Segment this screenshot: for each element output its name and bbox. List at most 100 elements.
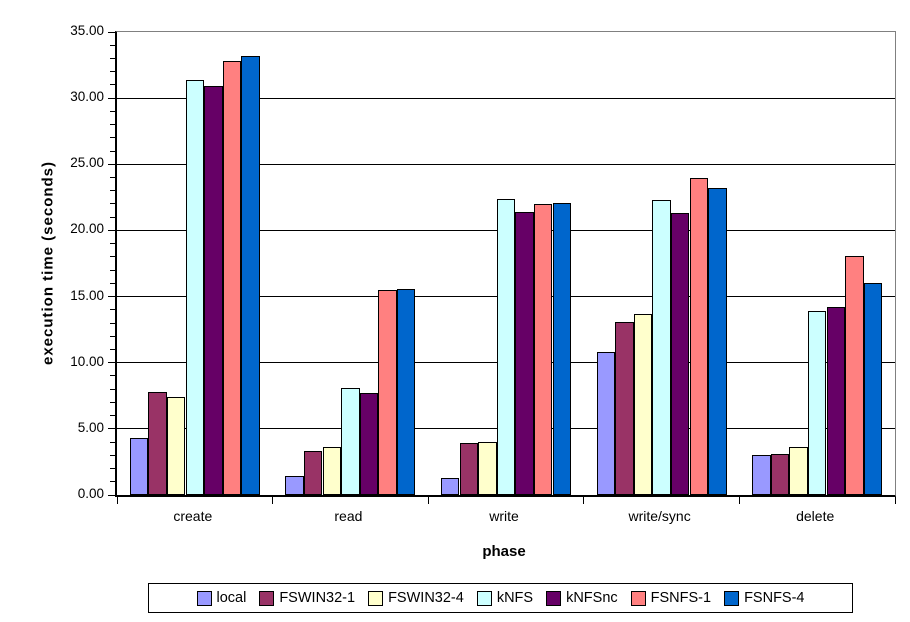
y-major-tick-15	[108, 296, 115, 298]
y-major-tick-25	[108, 163, 115, 165]
y-major-tick-10	[108, 362, 115, 364]
bar-FSWIN32-1-write/sync	[615, 321, 634, 495]
legend-label-FSNFS-4: FSNFS-4	[744, 590, 805, 606]
legend-label-kNFS: kNFS	[496, 590, 534, 606]
y-tick-label-20.00: 20.00	[70, 221, 104, 237]
legend-swatch-icon-FSNFS-1	[630, 590, 646, 606]
y-minor-tick-31	[110, 84, 115, 86]
bar-local-write	[440, 477, 460, 495]
legend-label-FSWIN32-4: FSWIN32-4	[388, 590, 464, 606]
legend-label-FSNFS-1: FSNFS-1	[650, 590, 712, 606]
x-boundary-tick-5	[894, 497, 896, 504]
legend-item-kNFSnc: kNFSnc	[546, 590, 618, 606]
bar-FSNFS-4-create	[241, 55, 260, 495]
bar-FSWIN32-4-write/sync	[633, 313, 653, 495]
legend-swatch-icon-FSWIN32-1	[259, 590, 275, 606]
y-tick-label-35.00: 35.00	[70, 23, 104, 38]
y-major-tick-30	[108, 97, 115, 99]
legend-label-FSWIN32-1: FSWIN32-1	[279, 590, 356, 606]
x-boundary-tick-0	[116, 497, 118, 504]
legend-swatch-icon-FSWIN32-4	[368, 590, 384, 606]
y-minor-tick-17	[110, 269, 115, 271]
legend-item-FSWIN32-4: FSWIN32-4	[368, 590, 464, 606]
y-tick-label-5.00: 5.00	[77, 419, 104, 435]
bar-FSWIN32-4-delete	[789, 447, 808, 495]
y-minor-tick-18	[110, 256, 115, 258]
bar-FSWIN32-4-read	[322, 447, 342, 495]
x-axis-title: phase	[482, 543, 526, 560]
bar-local-create	[129, 438, 149, 495]
legend-item-kNFS: kNFS	[476, 590, 534, 606]
y-minor-tick-12	[110, 335, 115, 337]
bar-FSWIN32-4-create	[166, 397, 186, 495]
legend-swatch-icon-kNFSnc	[546, 590, 562, 606]
legend-swatch-icon-local	[196, 590, 212, 606]
y-major-tick-0	[108, 494, 115, 496]
y-minor-tick-28	[110, 124, 115, 126]
y-minor-tick-16	[110, 282, 115, 284]
bar-kNFSnc-write/sync	[670, 213, 690, 495]
bar-kNFS-create	[185, 79, 205, 495]
bar-local-read	[285, 476, 304, 495]
y-minor-tick-2	[110, 468, 115, 470]
bar-FSNFS-1-read	[378, 289, 397, 495]
y-tick-label-15.00: 15.00	[70, 287, 104, 303]
bar-FSNFS-4-read	[396, 288, 416, 495]
legend-item-local: local	[196, 590, 247, 606]
x-category-label-write: write	[489, 508, 519, 524]
bar-kNFS-delete	[807, 311, 827, 495]
legend: local FSWIN32-1 FSWIN32-4 kNFS kNFSnc FSNFS-1…	[148, 583, 853, 613]
bar-kNFS-read	[341, 387, 360, 495]
y-minor-tick-32	[110, 71, 115, 73]
bar-FSWIN32-1-create	[148, 391, 167, 495]
bar-FSNFS-1-write/sync	[689, 177, 709, 495]
legend-item-FSNFS-4: FSNFS-4	[724, 590, 805, 606]
bar-kNFSnc-write	[515, 211, 534, 495]
y-minor-tick-33	[110, 57, 115, 59]
y-minor-tick-24	[110, 177, 115, 179]
bar-FSNFS-1-delete	[845, 255, 864, 495]
x-category-label-delete: delete	[796, 508, 835, 524]
y-minor-tick-1	[110, 481, 115, 483]
bar-kNFSnc-create	[204, 86, 223, 495]
y-tick-label-10.00: 10.00	[70, 353, 104, 369]
x-axis-category-labels: create read write write/sync delete	[115, 508, 893, 524]
y-minor-tick-23	[110, 190, 115, 192]
bar-FSWIN32-1-delete	[770, 454, 790, 495]
legend-label-local: local	[216, 590, 247, 606]
y-tick-label-30.00: 30.00	[70, 89, 104, 105]
bar-FSNFS-4-write	[552, 202, 572, 495]
bar-FSNFS-1-create	[222, 61, 242, 495]
y-minor-tick-14	[110, 309, 115, 311]
y-tick-label-0.00: 0.00	[77, 486, 104, 501]
plot-area	[108, 31, 896, 504]
bar-FSNFS-4-delete	[863, 283, 883, 495]
legend-item-FSWIN32-1: FSWIN32-1	[259, 590, 355, 606]
bar-kNFSnc-read	[359, 393, 379, 495]
x-boundary-tick-2	[427, 497, 429, 504]
bar-kNFSnc-delete	[826, 307, 846, 495]
x-boundary-tick-4	[738, 497, 740, 504]
y-tick-label-25.00: 25.00	[70, 155, 104, 171]
y-major-tick-35	[108, 31, 115, 33]
y-minor-tick-34	[110, 44, 115, 46]
bar-FSNFS-1-write	[533, 203, 553, 495]
gridline-30	[117, 97, 895, 99]
y-minor-tick-22	[110, 203, 115, 205]
y-minor-tick-21	[110, 216, 115, 218]
legend-swatch-icon-kNFS	[476, 590, 492, 606]
y-minor-tick-27	[110, 137, 115, 139]
y-axis-tick-labels: 0.00 5.00 10.00 15.00 20.00 25.00 30.00 35.00	[0, 23, 104, 501]
bar-FSWIN32-1-write	[459, 443, 479, 495]
y-minor-tick-11	[110, 349, 115, 350]
y-minor-tick-9	[110, 375, 115, 377]
x-category-label-create: create	[173, 508, 213, 524]
bar-kNFS-write/sync	[652, 200, 671, 495]
y-minor-tick-8	[110, 388, 115, 390]
bar-local-write/sync	[596, 352, 616, 495]
y-minor-tick-6	[110, 415, 115, 417]
x-category-label-write/sync: write/sync	[628, 508, 691, 524]
y-major-tick-20	[108, 229, 115, 231]
y-minor-tick-26	[110, 150, 115, 152]
